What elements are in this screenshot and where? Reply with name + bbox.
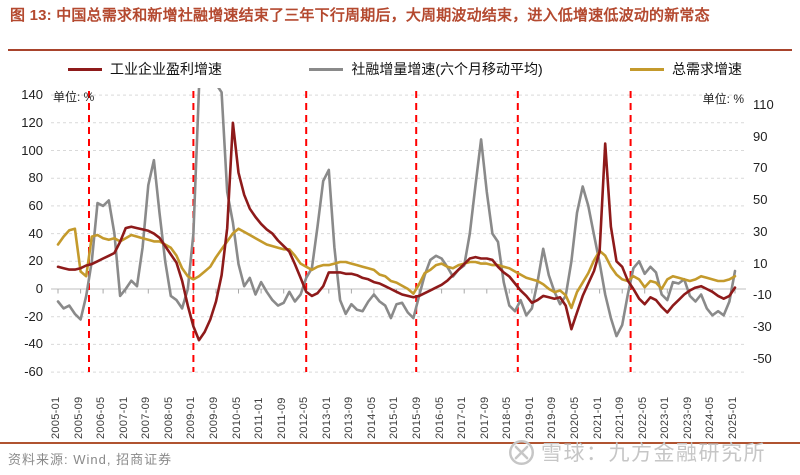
- x-axis-tick-label: 2016-05: [433, 396, 446, 439]
- right-axis-tick-label: -10: [753, 287, 772, 302]
- series-line-1: [56, 88, 737, 338]
- left-axis-tick-label: 40: [28, 226, 43, 241]
- x-axis-tick-label: 2021-09: [614, 396, 627, 439]
- x-axis-tick-label: 2013-09: [343, 396, 356, 439]
- watermark-text: 雪球：九方金融研究所: [541, 442, 766, 465]
- x-axis-tick-label: 2005-09: [72, 396, 85, 439]
- x-axis-tick-label: 2022-05: [636, 396, 649, 439]
- x-axis-tick-label: 2020-05: [569, 396, 582, 439]
- left-axis-tick-label: 0: [35, 281, 43, 296]
- left-axis-tick-label: -40: [24, 336, 43, 351]
- x-axis-tick-label: 2014-05: [365, 396, 378, 439]
- legend-item-2: 总需求增速: [629, 59, 742, 79]
- x-axis-tick-label: 2011-01: [253, 397, 266, 439]
- x-axis-tick-label: 2012-05: [298, 396, 311, 439]
- x-axis-tick-label: 2018-05: [501, 396, 514, 439]
- x-axis-tick-label: 2019-09: [546, 396, 559, 439]
- right-axis-tick-label: 110: [753, 97, 774, 112]
- x-axis-tick-label: 2025-01: [726, 396, 739, 439]
- legend-swatch-icon: [68, 67, 102, 71]
- left-axis-tick-label: 60: [28, 198, 43, 213]
- left-axis-tick-label: -20: [24, 309, 43, 324]
- figure-title: 图 13: 中国总需求和新增社融增速结束了三年下行周期后，大周期波动结束，进入低…: [10, 5, 792, 28]
- x-axis-tick-label: 2017-01: [456, 396, 469, 439]
- right-axis-tick-label: -50: [753, 351, 772, 366]
- series-line-0: [56, 121, 737, 342]
- x-axis-tick-label: 2007-09: [140, 396, 153, 439]
- x-axis-tick-label: 2023-01: [659, 396, 672, 439]
- x-axis-tick-label: 2013-01: [320, 396, 333, 439]
- x-axis-tick-label: 2023-09: [681, 396, 694, 439]
- legend-label: 工业企业盈利增速: [110, 61, 222, 77]
- x-axis-tick-label: 2010-05: [230, 396, 243, 439]
- right-axis-tick-label: 10: [753, 256, 768, 271]
- chart-area: 单位: % 单位: % 140 120 100 80 60 40 20 0 -20 -40 -60 1…: [0, 80, 800, 439]
- left-axis-unit-label: 单位: %: [53, 90, 95, 104]
- right-axis-tick-label: 50: [753, 192, 768, 207]
- legend-swatch-icon: [309, 67, 344, 71]
- left-axis-tick-label: 120: [21, 115, 43, 130]
- right-axis-tick-label: -30: [753, 319, 772, 334]
- x-axis-tick-label: 2021-01: [591, 396, 604, 439]
- x-axis-tick-label: 2011-09: [275, 397, 288, 439]
- legend-label: 总需求增速: [671, 61, 742, 77]
- x-axis-tick-label: 2009-01: [185, 396, 198, 439]
- x-axis-tick-label: 2005-01: [50, 396, 62, 439]
- footer-rule: [0, 442, 800, 444]
- x-axis-tick-label: 2009-09: [207, 396, 220, 439]
- title-underline-rule: [8, 49, 792, 51]
- legend-item-0: 工业企业盈利增速: [68, 59, 222, 79]
- chart-legend: 工业企业盈利增速 社融增量增速(六个月移动平均) 总需求增速: [0, 58, 800, 80]
- right-axis-tick-label: 30: [753, 224, 768, 239]
- right-axis-tick-label: 90: [753, 129, 768, 144]
- right-axis-tick-label: 70: [753, 160, 768, 175]
- legend-item-1: 社融增量增速(六个月移动平均): [309, 59, 543, 79]
- right-axis-unit-label: 单位: %: [702, 92, 744, 106]
- snowball-icon: [509, 439, 534, 465]
- left-axis-tick-label: 140: [21, 87, 43, 102]
- source-note: 资料来源: Wind, 招商证券: [8, 452, 173, 467]
- legend-swatch-icon: [629, 67, 664, 71]
- x-axis-tick-label: 2006-05: [95, 396, 108, 439]
- x-axis-tick-label: 2019-01: [523, 396, 536, 439]
- watermark: 雪球：九方金融研究所: [508, 437, 766, 467]
- line-chart-plot: [51, 88, 746, 373]
- figure-title-text: 图 13: 中国总需求和新增社融增速结束了三年下行周期后，大周期波动结束，进入低…: [10, 7, 710, 24]
- left-axis-tick-label: 100: [21, 143, 43, 158]
- x-axis-tick-label: 2015-01: [388, 396, 401, 439]
- series-line-2: [56, 227, 737, 310]
- x-axis-tick-label: 2024-05: [704, 396, 717, 439]
- x-axis-tick-label: 2017-09: [478, 396, 491, 439]
- legend-label: 社融增量增速(六个月移动平均): [351, 61, 543, 77]
- left-axis-tick-label: 20: [28, 253, 43, 268]
- x-axis-tick-label: 2008-05: [162, 396, 175, 439]
- left-axis-tick-label: -60: [24, 364, 43, 379]
- left-axis-tick-label: 80: [28, 170, 43, 185]
- x-axis-tick-label: 2015-09: [411, 396, 424, 439]
- x-axis-tick-label: 2007-01: [117, 396, 130, 439]
